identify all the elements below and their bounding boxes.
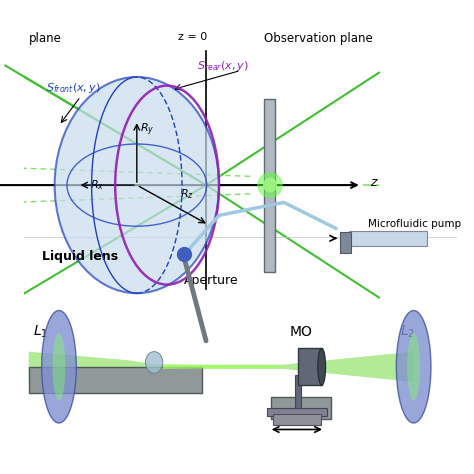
- Text: TS: TS: [291, 414, 307, 428]
- Text: $R_x$: $R_x$: [90, 178, 104, 192]
- Bar: [349, 230, 427, 246]
- Bar: [29, 367, 202, 392]
- Circle shape: [264, 179, 276, 191]
- Text: $R_y$: $R_y$: [140, 121, 155, 138]
- Bar: [266, 408, 327, 417]
- Bar: [298, 348, 322, 385]
- Circle shape: [258, 173, 282, 197]
- Polygon shape: [264, 99, 275, 272]
- Text: z = 0: z = 0: [178, 32, 208, 42]
- Bar: [273, 414, 320, 425]
- Bar: [340, 232, 351, 254]
- Ellipse shape: [55, 77, 219, 293]
- Polygon shape: [163, 365, 284, 369]
- Text: $z$: $z$: [370, 176, 379, 189]
- Ellipse shape: [318, 348, 326, 385]
- Polygon shape: [42, 310, 76, 423]
- Text: $L_2$: $L_2$: [400, 324, 415, 340]
- Text: plane: plane: [29, 32, 62, 45]
- Text: $S_{front}(x,y)$: $S_{front}(x,y)$: [46, 81, 100, 95]
- Text: Aperture: Aperture: [184, 274, 239, 287]
- Text: $S_{rear}(x,y)$: $S_{rear}(x,y)$: [197, 59, 249, 73]
- Text: Microfluidic pump: Microfluidic pump: [368, 219, 461, 229]
- Text: Observation plane: Observation plane: [264, 32, 373, 45]
- Text: $R_z$: $R_z$: [180, 187, 193, 201]
- Text: $L_1$: $L_1$: [33, 324, 48, 340]
- Bar: [295, 375, 301, 419]
- Bar: [271, 397, 331, 419]
- Ellipse shape: [407, 333, 420, 401]
- Polygon shape: [29, 352, 414, 382]
- Ellipse shape: [146, 352, 163, 373]
- Ellipse shape: [53, 333, 65, 401]
- Polygon shape: [396, 310, 431, 423]
- Text: MO: MO: [290, 325, 313, 339]
- Text: Liquid lens: Liquid lens: [42, 250, 118, 263]
